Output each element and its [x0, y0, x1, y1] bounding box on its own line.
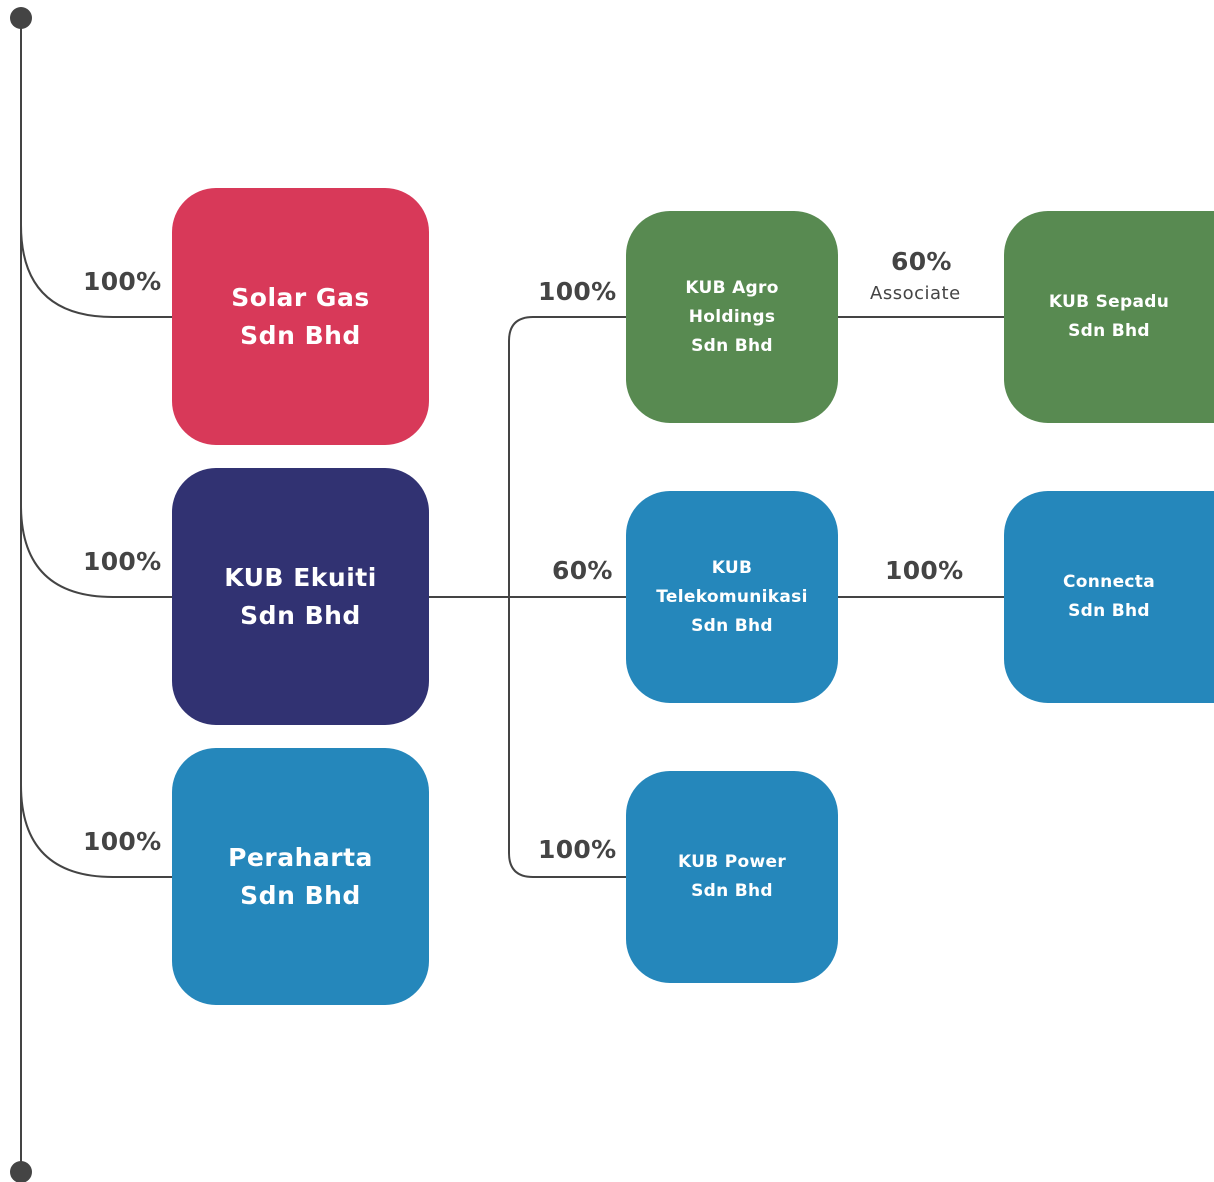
- entity-kub-power: KUB Power Sdn Bhd: [626, 771, 838, 983]
- entity-connecta: Connecta Sdn Bhd: [1004, 491, 1214, 703]
- entity-suffix: Sdn Bhd: [691, 615, 773, 636]
- entity-name: KUB Ekuiti: [224, 562, 377, 592]
- entity-name: Peraharta: [228, 842, 373, 872]
- entity-suffix: Sdn Bhd: [240, 600, 361, 630]
- ownership-peraharta: 100%: [83, 827, 162, 856]
- entity-name: KUB Power: [677, 852, 786, 872]
- ownership-kub-telekomunikasi: 60%: [552, 556, 613, 585]
- entity-name: KUB Agro: [685, 277, 779, 298]
- entity-suffix: Sdn Bhd: [240, 320, 361, 350]
- entity-name: Holdings: [688, 306, 776, 327]
- ownership-kub-agro: 100%: [538, 277, 617, 306]
- entity-suffix: Sdn Bhd: [1068, 601, 1150, 621]
- branch-solar-gas: [20, 224, 172, 318]
- branch-sub-vertical: [508, 316, 626, 878]
- trunk-bottom-dot: [10, 1161, 32, 1182]
- ownership-kub-sepadu: 60%: [891, 247, 952, 276]
- entity-name: KUB Sepadu: [1048, 292, 1170, 312]
- trunk-top-dot: [10, 7, 32, 29]
- entity-kub-ekuiti: KUB Ekuiti Sdn Bhd: [172, 468, 429, 725]
- branch-peraharta: [20, 784, 172, 878]
- entity-kub-agro-holdings: KUB Agro Holdings Sdn Bhd: [626, 211, 838, 423]
- branch-kub-ekuiti: [20, 504, 172, 598]
- ownership-kub-power: 100%: [538, 835, 617, 864]
- entity-kub-sepadu: KUB Sepadu Sdn Bhd: [1004, 211, 1214, 423]
- ownership-kub-ekuiti: 100%: [83, 547, 162, 576]
- entity-suffix: Sdn Bhd: [240, 880, 361, 910]
- entity-name: Telekomunikasi: [656, 586, 808, 607]
- entity-suffix: Sdn Bhd: [691, 881, 773, 901]
- entity-name: KUB: [711, 557, 753, 578]
- ownership-kub-sepadu-note: Associate: [870, 283, 961, 304]
- entity-name: Connecta: [1063, 572, 1155, 592]
- entity-suffix: Sdn Bhd: [1068, 321, 1150, 341]
- entity-name: Solar Gas: [231, 282, 370, 312]
- entity-solar-gas: Solar Gas Sdn Bhd: [172, 188, 429, 445]
- ownership-connecta: 100%: [885, 556, 964, 585]
- entity-suffix: Sdn Bhd: [691, 335, 773, 356]
- entity-peraharta: Peraharta Sdn Bhd: [172, 748, 429, 1005]
- entity-kub-telekomunikasi: KUB Telekomunikasi Sdn Bhd: [626, 491, 838, 703]
- ownership-solar-gas: 100%: [83, 267, 162, 296]
